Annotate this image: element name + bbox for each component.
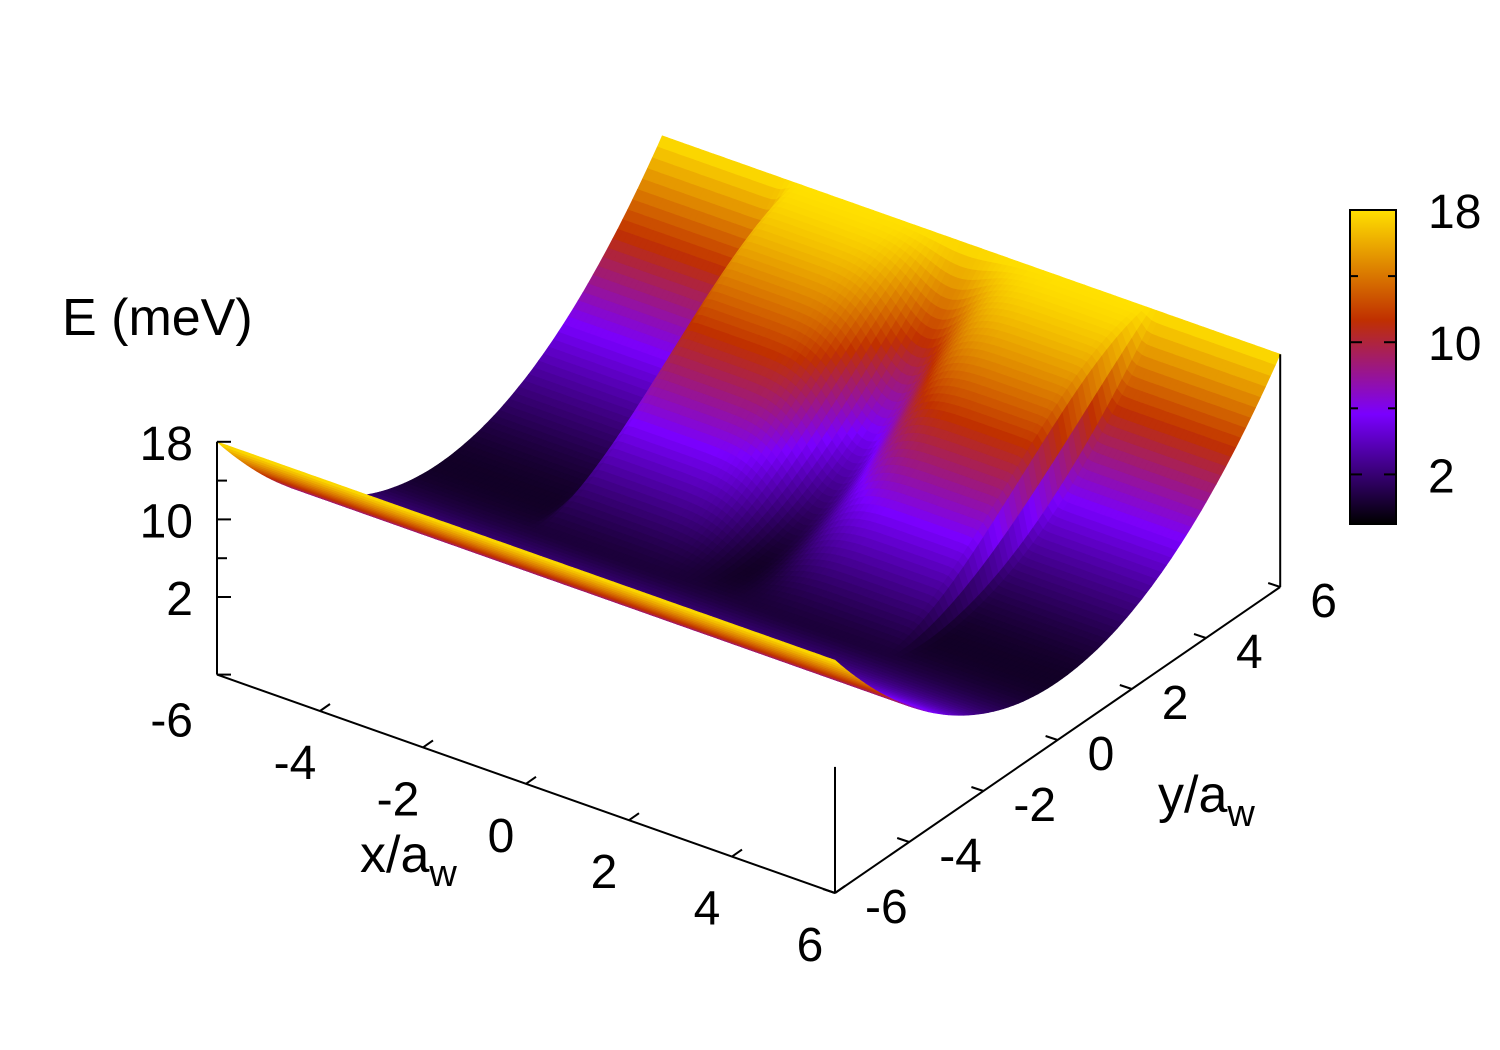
surface-mesh (216, 135, 1281, 716)
